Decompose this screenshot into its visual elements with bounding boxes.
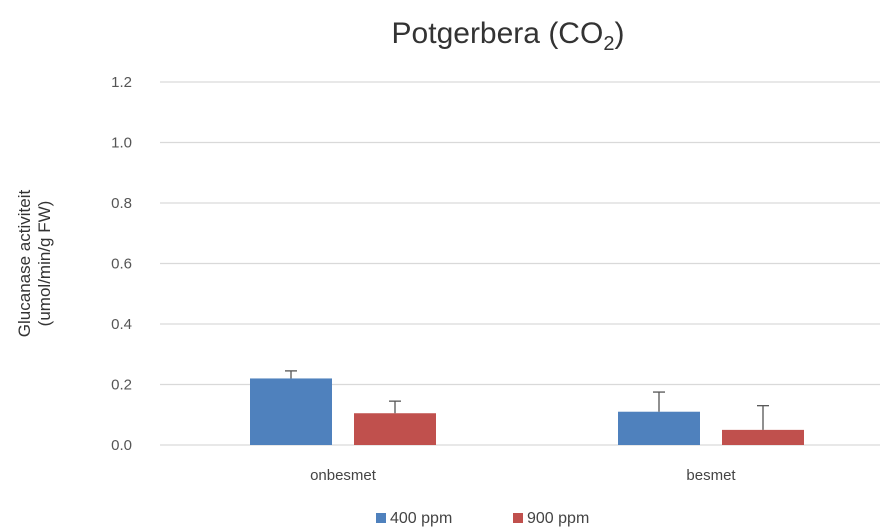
- legend-swatch: [376, 513, 386, 523]
- y-tick-label: 0.8: [111, 195, 132, 212]
- category-labels: onbesmet besmet: [310, 467, 736, 484]
- y-tick-label: 0.6: [111, 256, 132, 273]
- bar: [618, 411, 700, 445]
- y-tick-label: 0.0: [111, 437, 132, 454]
- legend-swatch: [513, 513, 523, 523]
- error-bars: [285, 370, 769, 430]
- bar: [722, 429, 804, 445]
- y-tick-label: 1.2: [111, 74, 132, 91]
- bar: [250, 378, 332, 445]
- y-axis-label-2: (umol/min/g FW): [35, 201, 54, 327]
- category-label: besmet: [686, 467, 736, 484]
- bar: [354, 413, 436, 445]
- y-tick-label: 0.2: [111, 377, 132, 394]
- chart-title: Potgerbera (CO2): [392, 17, 625, 55]
- bars: [250, 378, 804, 445]
- y-axis-label-line2: (umol/min/g FW): [35, 201, 54, 327]
- category-label: onbesmet: [310, 467, 377, 484]
- legend-label: 900 ppm: [527, 510, 589, 527]
- y-axis-label: Glucanase activiteit: [15, 190, 34, 338]
- y-tick-labels: 0.0 0.2 0.4 0.6 0.8 1.0 1.2: [111, 74, 132, 454]
- legend: 400 ppm 900 ppm: [376, 510, 589, 527]
- y-tick-label: 1.0: [111, 135, 132, 152]
- y-axis-label-line1: Glucanase activiteit: [15, 190, 34, 338]
- legend-label: 400 ppm: [390, 510, 452, 527]
- y-tick-label: 0.4: [111, 316, 132, 333]
